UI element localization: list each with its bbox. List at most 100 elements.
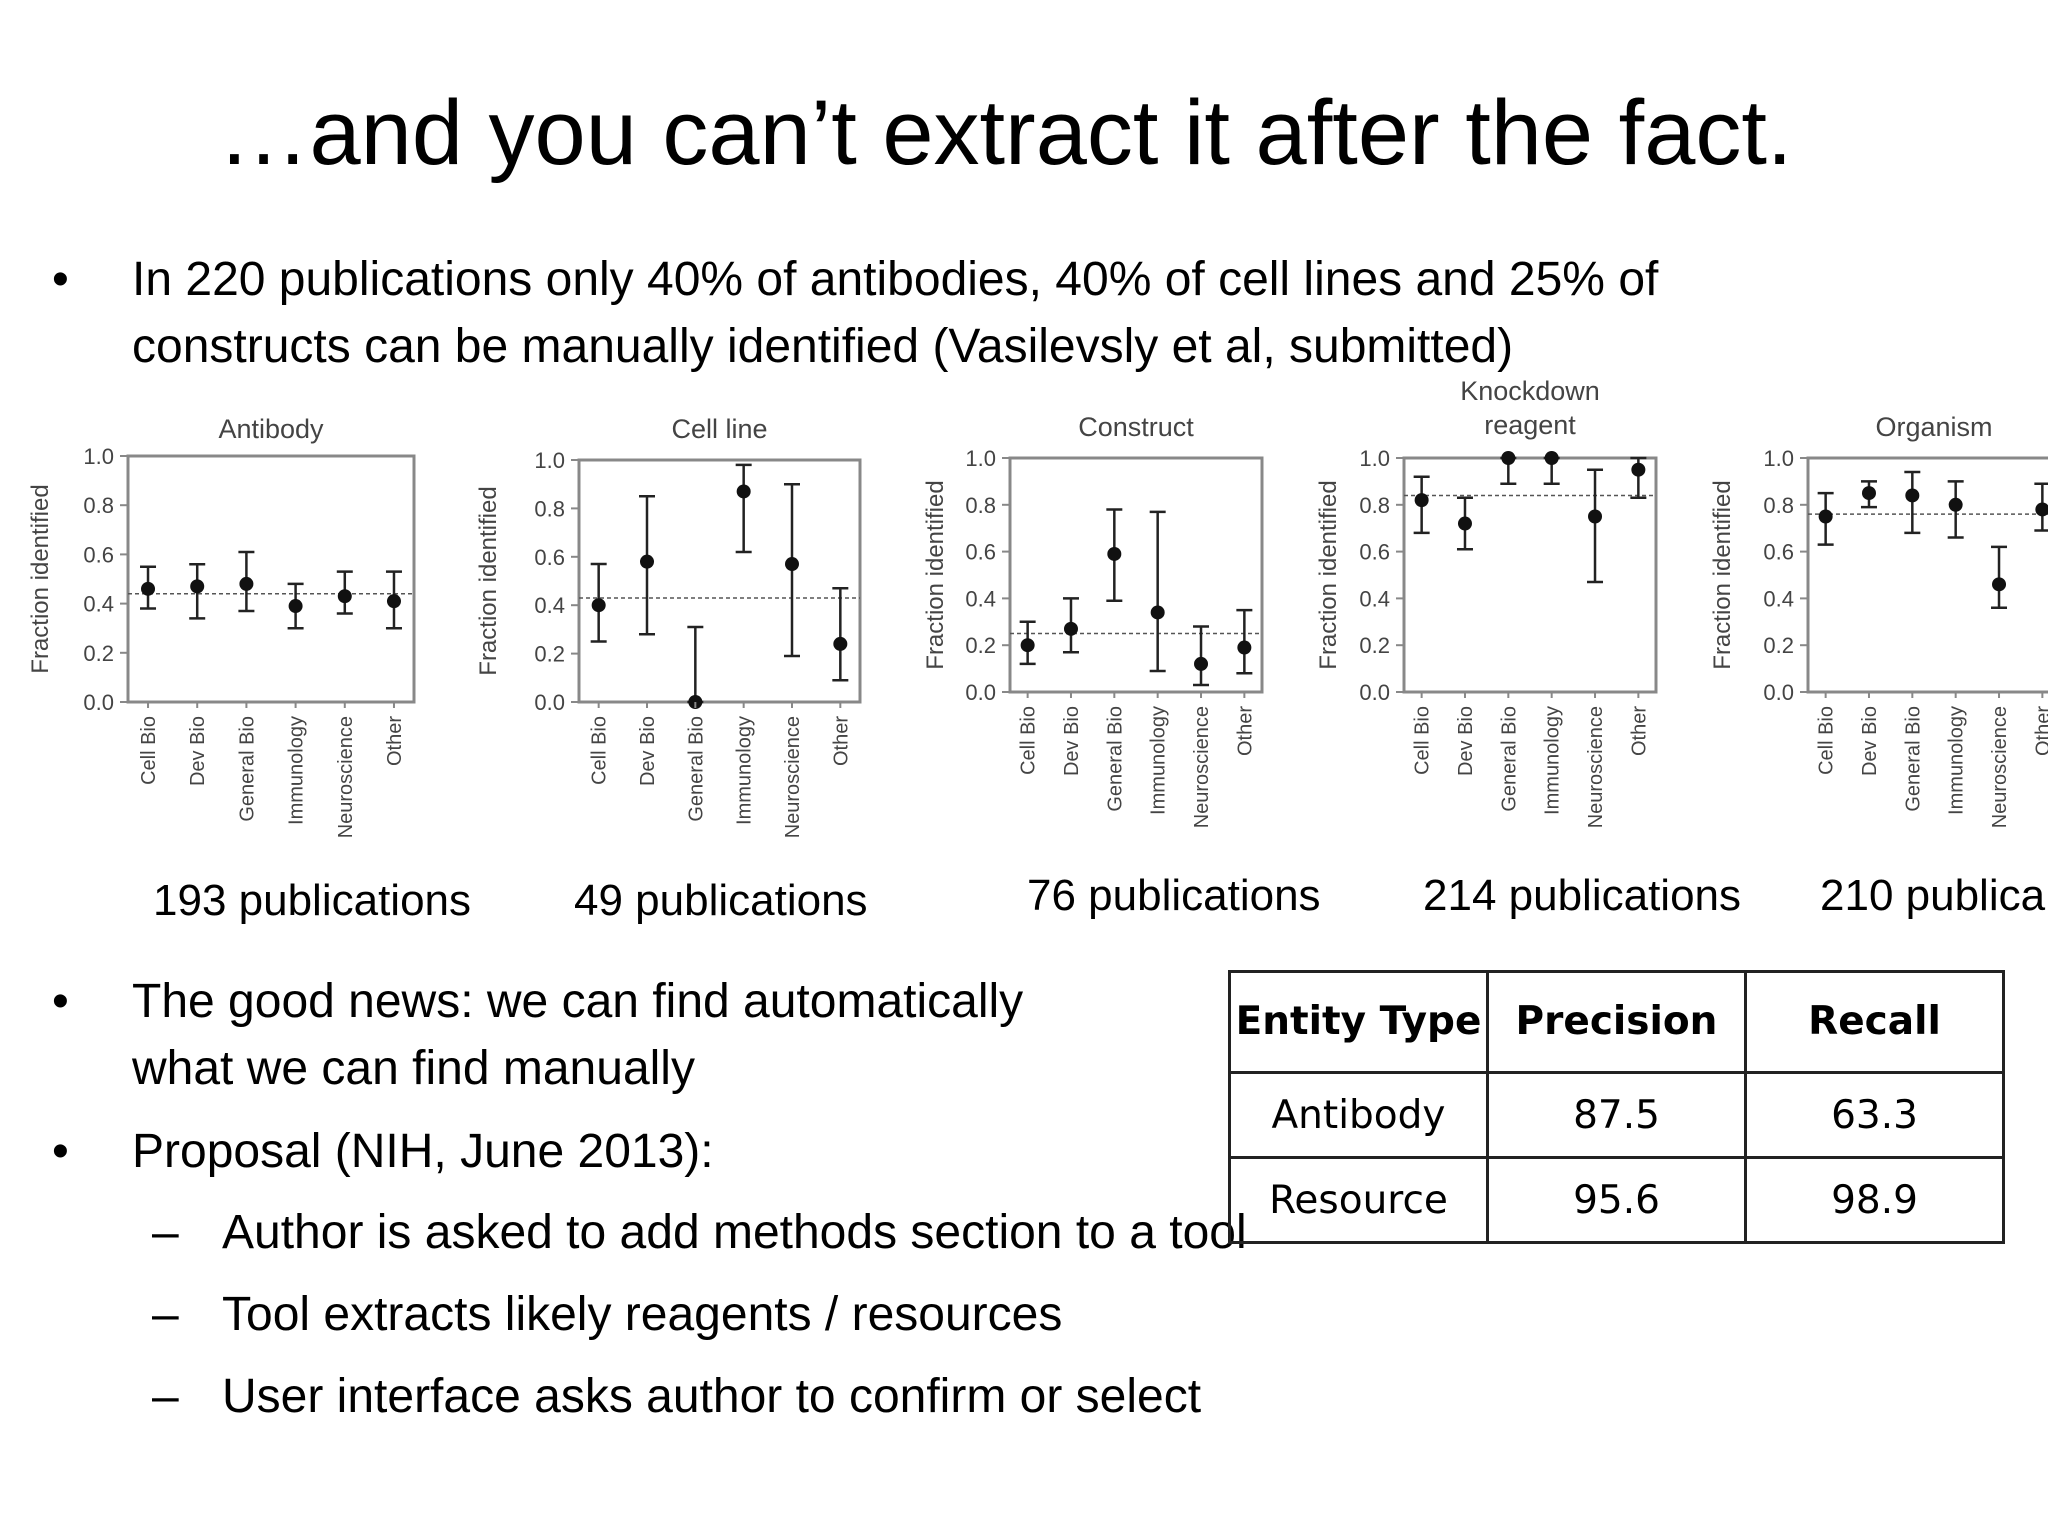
sub-bullet-dash: – <box>152 1370 179 1423</box>
x-tick-label: Immunology <box>734 716 756 825</box>
plot-frame <box>577 458 862 704</box>
data-point <box>1414 493 1429 508</box>
y-tick-label: 1.0 <box>1763 446 1794 471</box>
y-tick-label: 0.2 <box>83 641 114 666</box>
x-tick-label: Dev Bio <box>1061 706 1083 776</box>
data-point <box>1631 462 1646 477</box>
y-tick-label: 0.6 <box>1359 540 1390 565</box>
y-tick-label: 1.0 <box>1359 446 1390 471</box>
data-point <box>1948 497 1963 512</box>
data-point <box>591 598 606 613</box>
x-tick-label: Cell Bio <box>589 716 611 785</box>
y-axis-label: Fraction identified <box>27 484 54 673</box>
x-tick-label: General Bio <box>1498 706 1520 812</box>
y-tick-label: 0.6 <box>534 545 565 570</box>
data-point <box>1905 488 1920 503</box>
bullet-dot: • <box>52 253 69 306</box>
table-cell: 98.9 <box>1744 1156 2005 1244</box>
y-tick-label: 0.4 <box>1359 586 1390 611</box>
bullet-text: constructs can be manually identified (V… <box>132 320 1514 373</box>
x-tick-label: Cell Bio <box>1412 706 1434 775</box>
y-tick-label: 1.0 <box>534 448 565 473</box>
data-point <box>1237 640 1252 655</box>
plot-frame <box>1008 456 1264 694</box>
bullet-text: In 220 publications only 40% of antibodi… <box>132 253 1659 306</box>
plot-frame <box>126 454 416 704</box>
y-tick-label: 0.2 <box>1763 633 1794 658</box>
plot-frame <box>1806 456 2048 694</box>
table-header: Precision <box>1486 970 1747 1074</box>
y-tick-label: 0.6 <box>83 542 114 567</box>
y-tick-label: 0.2 <box>965 633 996 658</box>
sub-bullet-dash: – <box>152 1288 179 1341</box>
data-point <box>784 557 799 572</box>
y-tick-label: 0.6 <box>965 540 996 565</box>
x-tick-label: Cell Bio <box>138 716 160 785</box>
data-point <box>736 484 751 499</box>
sub-bullet-text: Tool extracts likely reagents / resource… <box>222 1288 1063 1341</box>
chart-title: Organism <box>1875 412 1992 442</box>
x-tick-label: Other <box>384 716 406 766</box>
y-axis-label: Fraction identified <box>475 486 502 675</box>
entity-stats-table: Entity Type Precision Recall Antibody 87… <box>1228 970 2005 1244</box>
table-header: Recall <box>1744 970 2005 1074</box>
x-tick-label: Dev Bio <box>637 716 659 786</box>
x-tick-label: Other <box>830 716 852 766</box>
x-tick-label: Neuroscience <box>782 716 804 838</box>
table-cell: Resource <box>1228 1156 1489 1244</box>
table-cell: 63.3 <box>1744 1071 2005 1159</box>
x-tick-label: General Bio <box>1104 706 1126 812</box>
table-cell: Antibody <box>1228 1071 1489 1159</box>
x-tick-label: Neuroscience <box>1191 706 1213 828</box>
plot-frame <box>1402 456 1658 694</box>
sub-bullet-dash: – <box>152 1206 179 1259</box>
y-tick-label: 1.0 <box>965 446 996 471</box>
data-point <box>1194 656 1209 671</box>
y-tick-label: 0.4 <box>83 592 114 617</box>
x-tick-label: Other <box>1234 706 1256 756</box>
charts-panel: Antibody 0.0 0.2 0.4 0.6 0.8 1.0 Fraction ident… <box>27 376 2048 838</box>
publication-count: 49 publications <box>574 876 868 925</box>
y-tick-label: 0.8 <box>1359 493 1390 518</box>
slide-title: …and you can’t extract it after the fact… <box>217 82 1793 184</box>
table-row: Antibody 87.5 63.3 <box>1228 1071 2005 1159</box>
y-axis-label: Fraction identified <box>1315 480 1342 669</box>
bullet-dot: • <box>52 1125 69 1178</box>
data-point <box>1063 621 1078 636</box>
x-tick-label: Cell Bio <box>1816 706 1838 775</box>
publication-count: 210 publica <box>1820 871 2046 920</box>
y-tick-label: 0.8 <box>83 493 114 518</box>
y-tick-label: 0.6 <box>1763 540 1794 565</box>
chart-title: Knockdown <box>1460 376 1600 406</box>
y-tick-label: 0.0 <box>83 690 114 715</box>
y-tick-label: 0.0 <box>1763 680 1794 705</box>
y-tick-label: 1.0 <box>83 444 114 469</box>
x-tick-label: Neuroscience <box>1585 706 1607 828</box>
bullet-text: The good news: we can find automatically <box>132 975 1024 1028</box>
data-point <box>1861 486 1876 501</box>
x-tick-label: Other <box>2032 706 2048 756</box>
data-point <box>1107 546 1122 561</box>
y-tick-label: 0.0 <box>965 680 996 705</box>
chart-title: Construct <box>1078 412 1194 442</box>
x-tick-label: Neuroscience <box>1989 706 2011 828</box>
data-point <box>1992 577 2007 592</box>
y-tick-label: 0.0 <box>534 690 565 715</box>
x-tick-label: Immunology <box>1946 706 1968 815</box>
x-tick-label: General Bio <box>685 716 707 822</box>
y-tick-label: 0.4 <box>965 586 996 611</box>
y-tick-label: 0.8 <box>1763 493 1794 518</box>
data-point <box>386 594 401 609</box>
publication-count: 193 publications <box>153 876 472 925</box>
x-tick-label: Dev Bio <box>1455 706 1477 776</box>
data-point <box>288 599 303 614</box>
data-point <box>640 554 655 569</box>
publication-count: 76 publications <box>1027 871 1321 920</box>
sub-bullet-text: Author is asked to add methods section t… <box>222 1206 1247 1259</box>
chart-title: Antibody <box>218 414 324 444</box>
table-cell: 87.5 <box>1486 1071 1747 1159</box>
data-point <box>1544 451 1559 465</box>
chart-title: Cell line <box>671 414 767 444</box>
data-point <box>1818 509 1833 524</box>
y-tick-label: 0.2 <box>534 642 565 667</box>
